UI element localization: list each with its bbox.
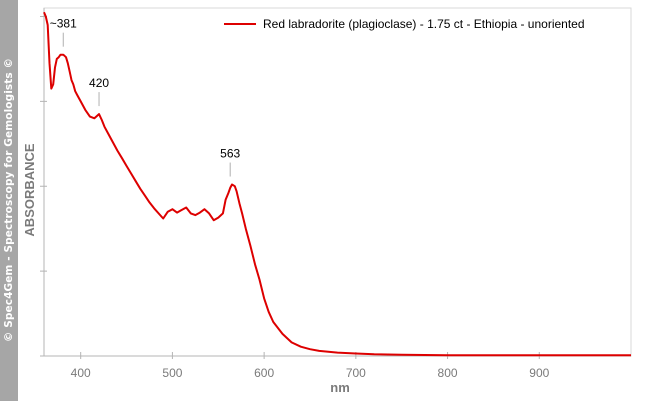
annotation-label: 420	[89, 76, 109, 90]
series-layer	[43, 11, 631, 357]
x-ticks: 400 500 600 700 800 900	[71, 352, 550, 380]
x-tick-label: 500	[162, 366, 182, 380]
x-tick-label: 700	[346, 366, 366, 380]
axes	[43, 7, 632, 357]
y-axis-title: ABSORBANCE	[22, 143, 37, 237]
watermark-strip: © Spec4Gem - Spectroscopy for Gemologist…	[0, 0, 18, 401]
plot-frame	[43, 7, 632, 357]
annotation-label: 563	[220, 147, 240, 161]
x-tick-label: 400	[71, 366, 91, 380]
x-tick-label: 900	[529, 366, 549, 380]
legend-label: Red labradorite (plagioclase) - 1.75 ct …	[263, 17, 585, 31]
x-tick-label: 600	[254, 366, 274, 380]
annotation-label: ~381	[50, 17, 77, 31]
series-line	[43, 11, 631, 357]
annotations: ~381 420 563	[50, 17, 241, 177]
x-axis-title: nm	[330, 380, 350, 395]
x-tick-label: 800	[438, 366, 458, 380]
legend: Red labradorite (plagioclase) - 1.75 ct …	[224, 17, 585, 31]
